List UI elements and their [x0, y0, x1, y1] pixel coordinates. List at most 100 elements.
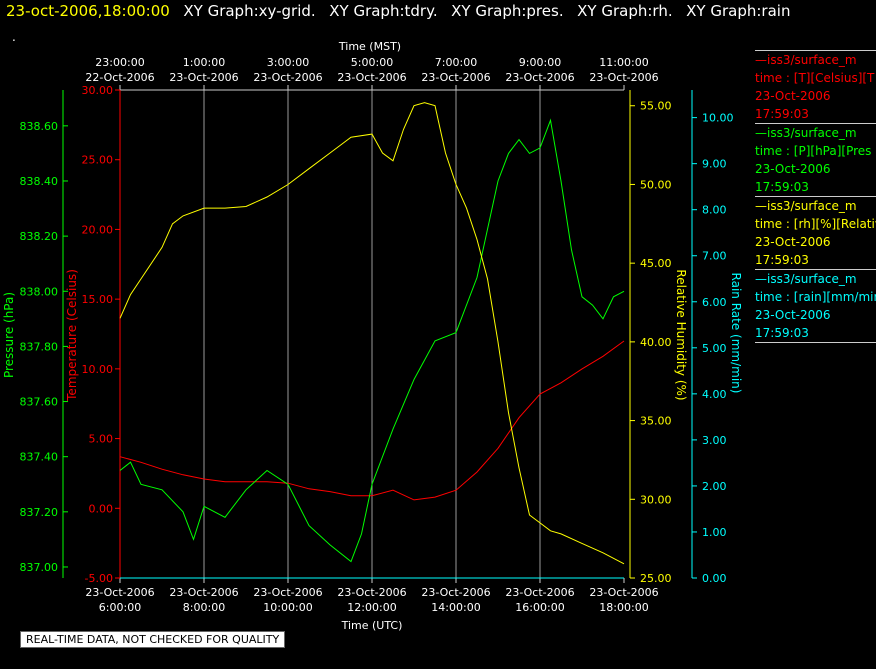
legend-divider	[755, 342, 876, 343]
x-top-tick-time: 23:00:00	[95, 56, 144, 69]
rain-axis-tick-label: 6.00	[702, 296, 727, 309]
pressure-axis-label: Pressure (hPa)	[2, 292, 16, 378]
legend-title: —iss3/surface_m	[755, 272, 857, 286]
graph-name-tdry: XY Graph:tdry.	[329, 2, 438, 20]
humidity-series	[119, 102, 625, 565]
x-bottom-tick-time: 14:00:00	[431, 601, 480, 614]
rain-rate-axis-label: Rain Rate (mm/min)	[729, 273, 743, 394]
x-top-tick-date: 23-Oct-2006	[505, 71, 574, 84]
x-top-tick-time: 7:00:00	[435, 56, 477, 69]
rain-axis-tick-label: 7.00	[702, 250, 727, 263]
graph-name-xy-grid: XY Graph:xy-grid.	[183, 2, 316, 20]
legend-date: 23-Oct-2006	[755, 308, 831, 322]
rain-axis-tick-label: 10.00	[702, 112, 734, 125]
pressure-axis-tick-label: 838.40	[20, 175, 59, 188]
x-bottom-tick-time: 18:00:00	[599, 601, 648, 614]
legend-date: 23-Oct-2006	[755, 89, 831, 103]
rain-axis-tick-label: 3.00	[702, 434, 727, 447]
legend-time: 17:59:03	[755, 107, 809, 121]
legend-units: time : [rain][mm/mir	[755, 290, 876, 304]
x-top-tick-date: 23-Oct-2006	[169, 71, 238, 84]
legend-units: time : [rh][%][Relativ	[755, 217, 876, 231]
graph-name-rain: XY Graph:rain	[686, 2, 791, 20]
humidity-axis-tick-label: 45.00	[640, 257, 672, 270]
x-top-tick-time: 9:00:00	[519, 56, 561, 69]
x-top-tick-date: 23-Oct-2006	[253, 71, 322, 84]
x-axis-top-title: Time (MST)	[338, 40, 401, 53]
temperature-axis-tick-label: 0.00	[89, 502, 114, 515]
temperature-axis-tick-label: 25.00	[82, 154, 114, 167]
x-top-tick-time: 3:00:00	[267, 56, 309, 69]
graph-name-pres: XY Graph:pres.	[451, 2, 564, 20]
pressure-axis-tick-label: 837.40	[20, 451, 59, 464]
x-top-tick-time: 11:00:00	[599, 56, 648, 69]
rain-axis-tick-label: 8.00	[702, 204, 727, 217]
pressure-axis-tick-label: 838.00	[20, 285, 59, 298]
humidity-axis-tick-label: 55.00	[640, 100, 672, 113]
x-bottom-tick-time: 6:00:00	[99, 601, 141, 614]
rain-axis-tick-label: 1.00	[702, 526, 727, 539]
x-top-tick-date: 23-Oct-2006	[421, 71, 490, 84]
legend-panel: —iss3/surface_m time : [T][Celsius][T 23-O…	[755, 50, 876, 343]
vertical-gridlines	[203, 90, 541, 578]
pressure-axis-tick-label: 837.20	[20, 506, 59, 519]
legend-title: —iss3/surface_m	[755, 126, 857, 140]
graph-name-rh: XY Graph:rh.	[577, 2, 673, 20]
legend-units: time : [T][Celsius][T	[755, 71, 875, 85]
rain-axis-tick-label: 2.00	[702, 480, 727, 493]
humidity-axis-tick-label: 40.00	[640, 336, 672, 349]
current-datetime: 23-oct-2006,18:00:00	[6, 2, 170, 20]
legend-time: 17:59:03	[755, 326, 809, 340]
pressure-axis-tick-label: 837.60	[20, 396, 59, 409]
x-top-tick-date: 23-Oct-2006	[589, 71, 658, 84]
x-bottom-tick-time: 10:00:00	[263, 601, 312, 614]
x-bottom-tick-date: 23-Oct-2006	[505, 586, 574, 599]
rain-axis-tick-label: 9.00	[702, 158, 727, 171]
temperature-axis-tick-label: 10.00	[82, 363, 114, 376]
x-top-tick-date: 23-Oct-2006	[337, 71, 406, 84]
x-top-tick-date: 22-Oct-2006	[85, 71, 154, 84]
rain-axis-tick-label: 5.00	[702, 342, 727, 355]
legend-date: 23-Oct-2006	[755, 235, 831, 249]
x-bottom-tick-date: 23-Oct-2006	[169, 586, 238, 599]
humidity-axis-tick-label: 25.00	[640, 572, 672, 585]
legend-title: —iss3/surface_m	[755, 199, 857, 213]
x-bottom-tick-time: 16:00:00	[515, 601, 564, 614]
temperature-axis-tick-label: 5.00	[89, 433, 114, 446]
pressure-series	[119, 118, 625, 563]
temperature-axis-tick-label: 15.00	[82, 293, 114, 306]
x-bottom-tick-date: 23-Oct-2006	[337, 586, 406, 599]
legend-time: 17:59:03	[755, 180, 809, 194]
legend-date: 23-Oct-2006	[755, 162, 831, 176]
quality-notice: REAL-TIME DATA, NOT CHECKED FOR QUALITY	[20, 631, 286, 648]
humidity-axis-label: Relative Humidity (%)	[674, 269, 688, 400]
temperature-axis-tick-label: -5.00	[85, 572, 113, 585]
legend-units: time : [P][hPa][Pres	[755, 144, 872, 158]
x-bottom-tick-date: 23-Oct-2006	[589, 586, 658, 599]
legend-time: 17:59:03	[755, 253, 809, 267]
x-bottom-tick-time: 8:00:00	[183, 601, 225, 614]
pressure-axis-tick-label: 837.00	[20, 561, 59, 574]
x-bottom-tick-date: 23-Oct-2006	[85, 586, 154, 599]
pressure-axis-tick-label: 837.80	[20, 340, 59, 353]
axes: 23:00:00 22-Oct-2006 23-Oct-2006 6:00:00 1:0…	[20, 56, 734, 614]
rain-axis-tick-label: 4.00	[702, 388, 727, 401]
x-axis-bottom-title: Time (UTC)	[341, 619, 403, 632]
temperature-axis-tick-label: 30.00	[82, 84, 114, 97]
title-bar: 23-oct-2006,18:00:00 XY Graph:xy-grid. X…	[0, 2, 876, 26]
data-series	[119, 102, 625, 579]
legend-title: —iss3/surface_m	[755, 53, 857, 67]
temperature-axis-label: Temperature (Celsius)	[65, 269, 79, 402]
humidity-axis-tick-label: 30.00	[640, 493, 672, 506]
temperature-axis-tick-label: 20.00	[82, 223, 114, 236]
humidity-axis-tick-label: 35.00	[640, 415, 672, 428]
x-bottom-tick-time: 12:00:00	[347, 601, 396, 614]
x-bottom-tick-date: 23-Oct-2006	[421, 586, 490, 599]
pressure-axis-tick-label: 838.60	[20, 120, 59, 133]
x-top-tick-time: 5:00:00	[351, 56, 393, 69]
